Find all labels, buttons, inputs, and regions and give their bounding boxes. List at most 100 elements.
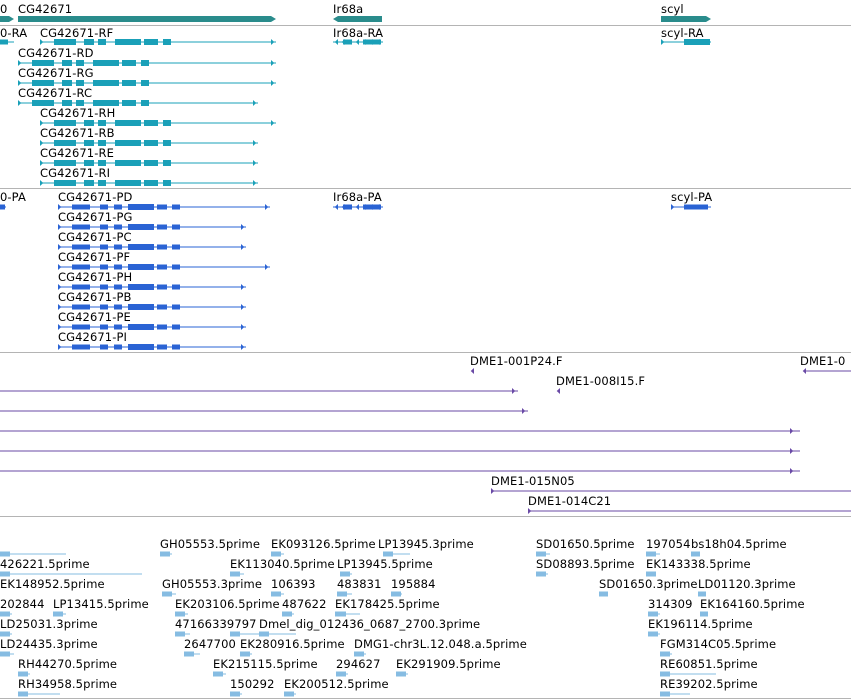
exon-block[interactable] (114, 344, 122, 350)
exon-block[interactable] (54, 120, 76, 126)
exon-block[interactable] (122, 80, 136, 86)
exon-block[interactable] (100, 264, 108, 270)
exon-block[interactable] (32, 80, 54, 86)
exon-block[interactable] (115, 120, 141, 126)
exon-block[interactable] (343, 204, 351, 210)
est-block[interactable] (336, 611, 346, 617)
exon-block[interactable] (363, 204, 381, 210)
est-block[interactable] (396, 671, 406, 677)
gene-bar[interactable] (661, 16, 711, 22)
est-block[interactable] (240, 651, 250, 657)
exon-block[interactable] (157, 244, 167, 250)
est-block[interactable] (646, 551, 656, 557)
exon-block[interactable] (684, 204, 708, 210)
clone-marker[interactable] (790, 448, 794, 454)
exon-block[interactable] (114, 224, 122, 230)
est-block[interactable] (536, 571, 546, 577)
strand-arrow-icon[interactable] (334, 39, 338, 45)
exon-block[interactable] (54, 140, 76, 146)
est-block[interactable] (648, 611, 658, 617)
exon-block[interactable] (100, 324, 108, 330)
exon-block[interactable] (32, 100, 54, 106)
exon-block[interactable] (84, 120, 94, 126)
exon-block[interactable] (172, 304, 180, 310)
exon-block[interactable] (114, 204, 122, 210)
est-block[interactable] (340, 571, 350, 577)
exon-block[interactable] (32, 60, 54, 66)
est-block[interactable] (354, 651, 364, 657)
exon-block[interactable] (114, 264, 122, 270)
exon-block[interactable] (100, 284, 108, 290)
strand-arrow-icon[interactable] (271, 120, 275, 126)
est-block[interactable] (18, 671, 28, 677)
exon-block[interactable] (76, 80, 84, 86)
exon-block[interactable] (114, 304, 122, 310)
exon-block[interactable] (157, 344, 167, 350)
exon-block[interactable] (684, 39, 710, 45)
est-block[interactable] (282, 611, 292, 617)
est-block[interactable] (648, 631, 658, 637)
exon-block[interactable] (144, 39, 158, 45)
exon-block[interactable] (163, 140, 171, 146)
est-block[interactable] (175, 611, 185, 617)
exon-block[interactable] (115, 160, 141, 166)
est-block[interactable] (536, 551, 546, 557)
exon-block[interactable] (100, 224, 108, 230)
strand-arrow-icon[interactable] (58, 304, 62, 310)
strand-arrow-icon[interactable] (265, 264, 269, 270)
strand-arrow-icon[interactable] (40, 120, 44, 126)
strand-arrow-icon[interactable] (265, 204, 269, 210)
exon-block[interactable] (72, 244, 90, 250)
exon-block[interactable] (157, 204, 167, 210)
exon-block[interactable] (128, 264, 154, 270)
exon-block[interactable] (115, 140, 141, 146)
strand-arrow-icon[interactable] (58, 264, 62, 270)
strand-arrow-icon[interactable] (18, 100, 22, 106)
est-block[interactable] (0, 651, 10, 657)
strand-arrow-icon[interactable] (253, 140, 257, 146)
strand-arrow-icon[interactable] (671, 204, 675, 210)
exon-block[interactable] (122, 60, 136, 66)
strand-arrow-icon[interactable] (18, 80, 22, 86)
strand-arrow-icon[interactable] (40, 39, 44, 45)
exon-block[interactable] (172, 244, 180, 250)
clone-marker[interactable] (470, 368, 474, 374)
exon-block[interactable] (62, 60, 72, 66)
est-block[interactable] (0, 631, 10, 637)
strand-arrow-icon[interactable] (18, 60, 22, 66)
clone-marker[interactable] (802, 368, 806, 374)
clone-marker[interactable] (528, 508, 532, 514)
est-block[interactable] (18, 691, 28, 697)
strand-arrow-icon[interactable] (58, 224, 62, 230)
exon-block[interactable] (0, 39, 8, 45)
clone-marker[interactable] (556, 388, 560, 394)
strand-arrow-icon[interactable] (58, 324, 62, 330)
exon-block[interactable] (114, 284, 122, 290)
exon-block[interactable] (128, 344, 154, 350)
exon-block[interactable] (72, 264, 90, 270)
est-block[interactable] (284, 691, 294, 697)
strand-arrow-icon[interactable] (334, 204, 338, 210)
est-block[interactable] (660, 651, 670, 657)
strand-arrow-icon[interactable] (241, 304, 245, 310)
exon-block[interactable] (93, 60, 119, 66)
exon-block[interactable] (54, 180, 76, 186)
strand-arrow-icon[interactable] (58, 284, 62, 290)
exon-block[interactable] (54, 160, 76, 166)
exon-block[interactable] (172, 264, 180, 270)
est-block[interactable] (391, 591, 401, 597)
est-block[interactable] (230, 691, 240, 697)
exon-block[interactable] (163, 180, 171, 186)
est-block[interactable] (337, 591, 347, 597)
exon-block[interactable] (84, 140, 94, 146)
est-block[interactable] (271, 591, 281, 597)
clone-marker[interactable] (512, 388, 516, 394)
exon-block[interactable] (54, 39, 76, 45)
clone-marker[interactable] (491, 488, 495, 494)
exon-block[interactable] (98, 160, 106, 166)
est-block[interactable] (230, 631, 240, 637)
strand-arrow-icon[interactable] (40, 140, 44, 146)
exon-block[interactable] (98, 39, 106, 45)
exon-block[interactable] (84, 39, 94, 45)
strand-arrow-icon[interactable] (271, 39, 275, 45)
